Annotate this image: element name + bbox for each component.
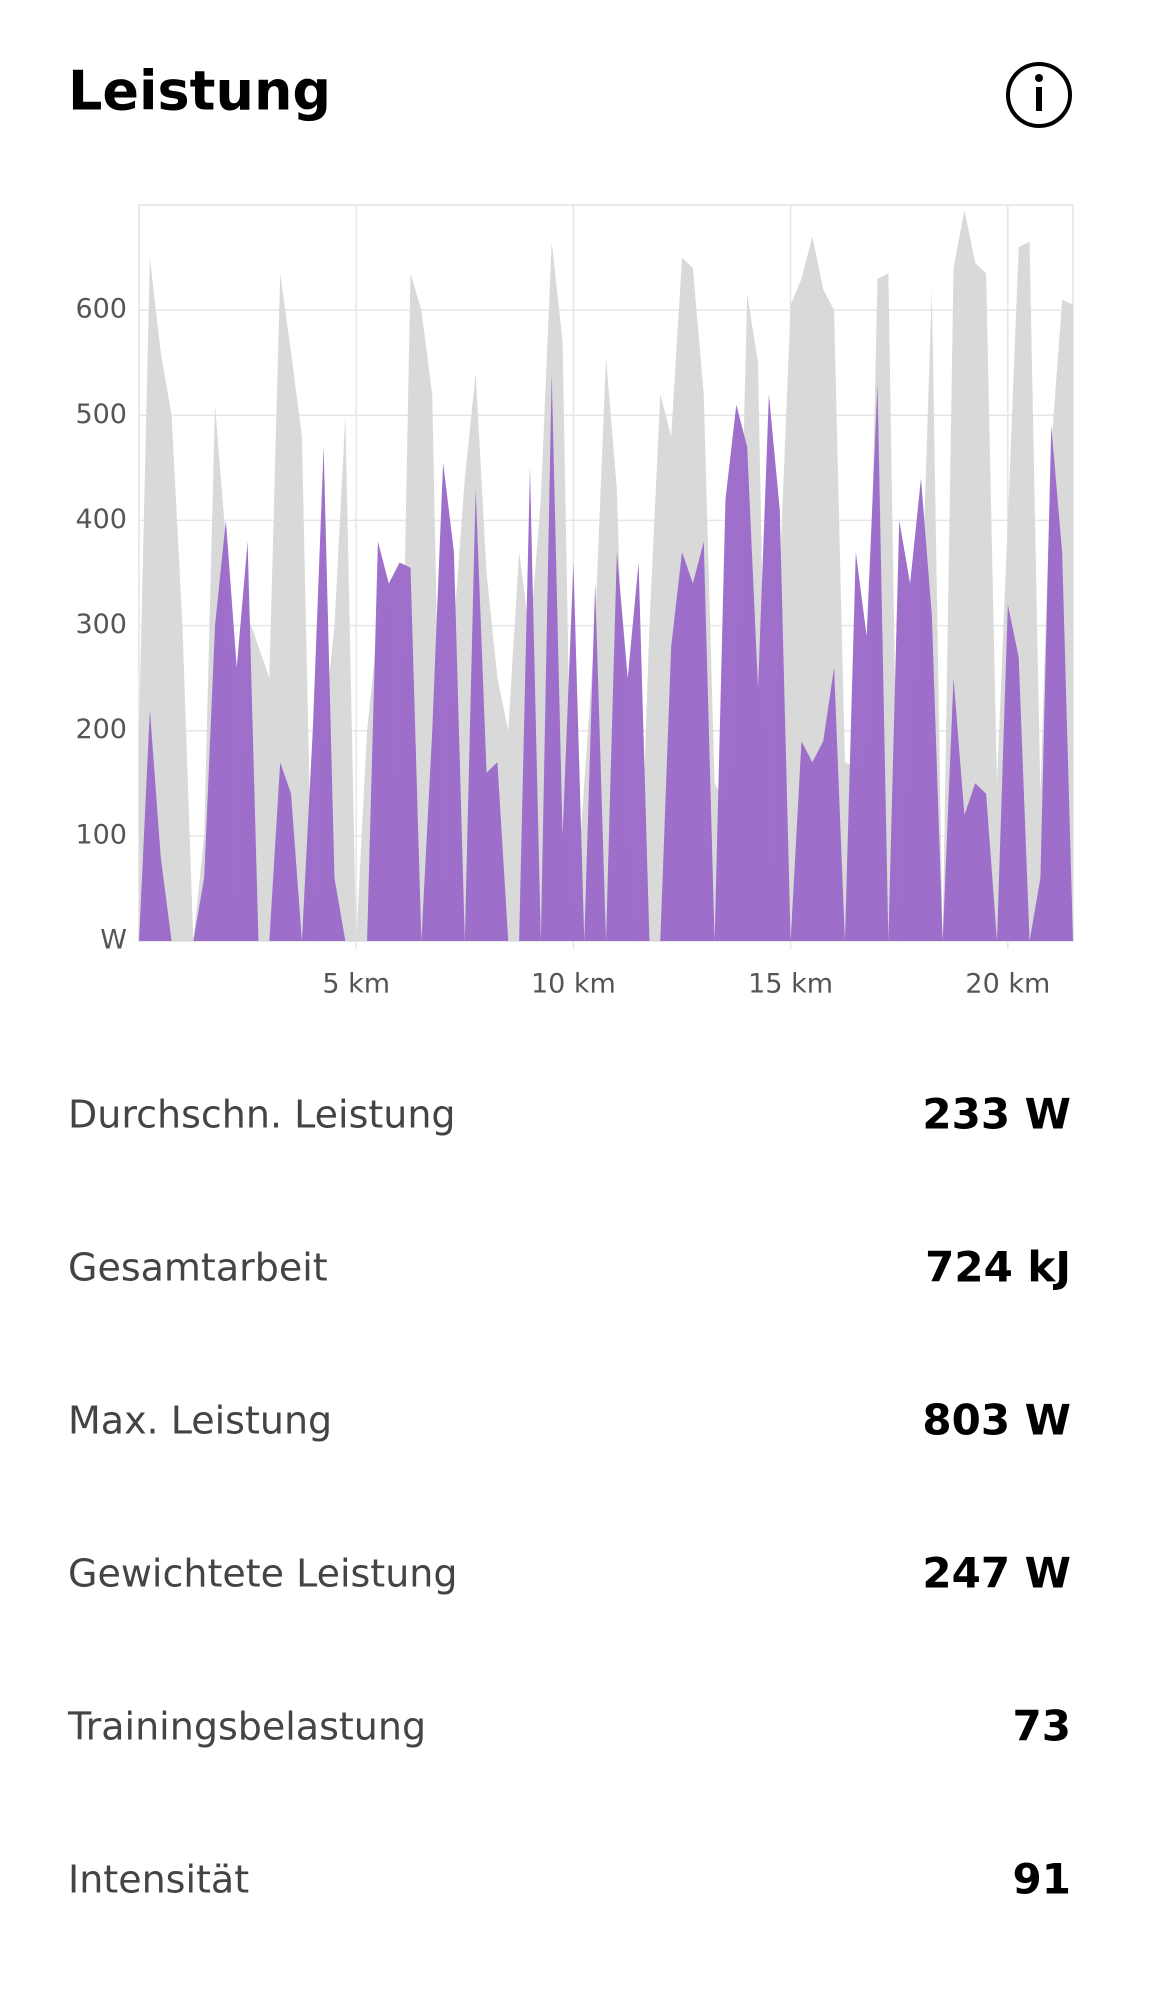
stat-label: Trainingsbelastung: [67, 1705, 426, 1749]
stat-label: Max. Leistung: [68, 1399, 332, 1443]
stat-value: 247 W: [922, 1549, 1071, 1598]
power-area: [139, 373, 1073, 941]
y-tick-label: 400: [75, 504, 127, 535]
stats-list: Durchschn. Leistung 233 W Gesamtarbeit 724 …: [67, 1090, 1071, 1904]
stat-label: Durchschn. Leistung: [68, 1093, 456, 1137]
y-tick-label: 100: [75, 819, 127, 850]
x-tick-label: 10 km: [531, 969, 616, 1000]
stat-label: Gewichtete Leistung: [68, 1552, 458, 1596]
stat-value: 724 kJ: [925, 1243, 1071, 1292]
chart: W 100 200 300 400 500 600 5 km 10 km 15 km 20 km: [75, 205, 1073, 1000]
x-tick-label: 20 km: [965, 969, 1050, 1000]
y-tick-label: W: [100, 925, 127, 956]
info-button[interactable]: [1006, 62, 1072, 128]
stat-label: Intensität: [68, 1858, 249, 1902]
stat-value: 73: [1013, 1702, 1071, 1751]
stat-value: 803 W: [922, 1396, 1071, 1445]
stat-label: Gesamtarbeit: [68, 1246, 328, 1290]
y-tick-label: 300: [75, 609, 127, 640]
y-tick-label: 500: [75, 399, 127, 430]
title: Leistung: [68, 60, 331, 123]
stat-value: 233 W: [922, 1090, 1071, 1139]
x-tick-label: 15 km: [748, 969, 833, 1000]
stat-value: 91: [1013, 1855, 1071, 1904]
x-tick-label: 5 km: [322, 969, 390, 1000]
y-tick-label: 200: [75, 714, 127, 745]
y-tick-label: 600: [75, 294, 127, 325]
